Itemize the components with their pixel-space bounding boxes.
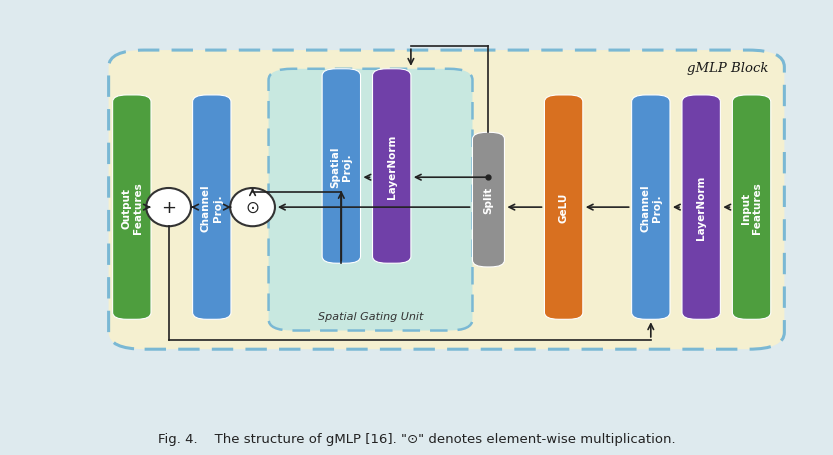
FancyBboxPatch shape (108, 51, 785, 349)
Text: Fig. 4.    The structure of gMLP [16]. "⊙" denotes element-wise multiplication.: Fig. 4. The structure of gMLP [16]. "⊙" … (157, 432, 676, 445)
Text: +: + (161, 199, 176, 217)
FancyBboxPatch shape (372, 70, 411, 263)
Ellipse shape (147, 188, 191, 227)
Text: LayerNorm: LayerNorm (696, 176, 706, 240)
FancyBboxPatch shape (472, 133, 505, 268)
Ellipse shape (230, 188, 275, 227)
Text: GeLU: GeLU (559, 192, 569, 223)
FancyBboxPatch shape (682, 96, 721, 319)
Text: Input
Features: Input Features (741, 182, 762, 233)
FancyBboxPatch shape (631, 96, 670, 319)
FancyBboxPatch shape (268, 70, 472, 331)
Text: Split: Split (483, 187, 493, 214)
FancyBboxPatch shape (732, 96, 771, 319)
Text: LayerNorm: LayerNorm (387, 135, 397, 199)
Text: Spatial Gating Unit: Spatial Gating Unit (318, 312, 423, 321)
FancyBboxPatch shape (545, 96, 583, 319)
Text: ⊙: ⊙ (246, 199, 260, 217)
Text: Channel
Proj.: Channel Proj. (201, 184, 222, 232)
FancyBboxPatch shape (192, 96, 231, 319)
Text: Output
Features: Output Features (121, 182, 142, 233)
FancyBboxPatch shape (322, 70, 361, 263)
Text: Spatial
Proj.: Spatial Proj. (331, 146, 352, 187)
Text: Channel
Proj.: Channel Proj. (640, 184, 661, 232)
FancyBboxPatch shape (112, 96, 151, 319)
Text: gMLP Block: gMLP Block (687, 62, 768, 75)
